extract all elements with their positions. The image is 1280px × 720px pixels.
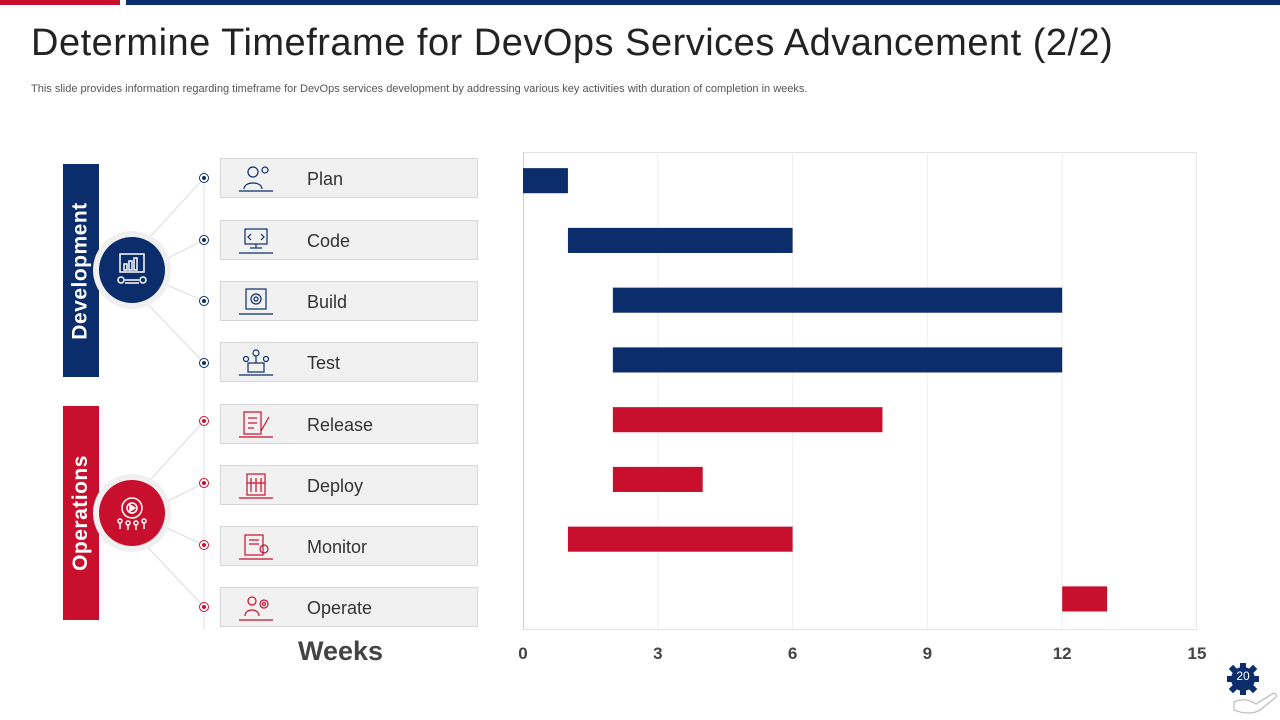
hand-icon — [1233, 692, 1278, 714]
bar-deploy — [612, 466, 703, 492]
page-number: 20 — [1236, 669, 1250, 683]
bar-plan — [523, 168, 568, 194]
connector-lines — [139, 170, 205, 630]
checklist-pen-icon — [239, 411, 273, 438]
slide-subtitle: This slide provides information regardin… — [31, 83, 808, 95]
bar-release — [612, 407, 883, 433]
stage-release: Release — [220, 404, 478, 444]
stage-label-build: Build — [307, 292, 348, 312]
development-hub — [99, 237, 165, 303]
stage-label-operate: Operate — [307, 598, 373, 618]
monitor-report-icon — [239, 534, 273, 560]
x-tick-label-0: 0 — [518, 644, 528, 663]
stage-label-release: Release — [307, 415, 374, 435]
bar-code — [567, 227, 793, 253]
x-tick-label-12: 12 — [1052, 644, 1072, 663]
operations-band: Operations — [63, 406, 99, 620]
development-band: Development — [63, 164, 99, 377]
bar-operate — [1062, 586, 1108, 612]
stage-code: Code — [220, 220, 478, 260]
gear-box-icon — [239, 288, 273, 315]
user-gear-icon — [239, 166, 273, 192]
stage-dot-plan — [199, 173, 209, 183]
stage-dot-release — [199, 416, 209, 426]
x-tick-label-9: 9 — [922, 644, 933, 663]
stage-dot-build — [199, 296, 209, 306]
top-accent-bar-blue — [126, 0, 1280, 5]
bar-monitor — [567, 526, 793, 552]
stage-dot-monitor — [199, 540, 209, 550]
monitor-code-icon — [239, 228, 273, 254]
stage-label-deploy: Deploy — [307, 476, 364, 496]
stage-plan: Plan — [220, 158, 478, 198]
x-tick-label-3: 3 — [653, 644, 663, 663]
stage-label-plan: Plan — [307, 169, 344, 189]
stage-test: Test — [220, 342, 478, 382]
stage-operate: Operate — [220, 587, 478, 627]
operations-label: Operations — [69, 455, 93, 571]
network-test-icon — [239, 349, 273, 376]
stage-dot-test — [199, 358, 209, 368]
stage-dot-operate — [199, 602, 209, 612]
operator-gear-icon — [239, 596, 273, 621]
stage-build: Build — [220, 281, 478, 321]
stage-deploy: Deploy — [220, 465, 478, 505]
building-deploy-icon — [239, 473, 273, 499]
stage-label-monitor: Monitor — [307, 537, 368, 557]
development-label: Development — [69, 201, 92, 340]
x-tick-label-6: 6 — [787, 644, 798, 663]
gear-icon — [1227, 663, 1259, 695]
top-accent-bar-red — [0, 0, 120, 5]
gantt-chart — [523, 152, 1197, 630]
slide-title: Determine Timeframe for DevOps Services … — [31, 22, 1114, 64]
stage-dot-deploy — [199, 478, 209, 488]
stage-label-test: Test — [307, 353, 341, 373]
people-target-icon — [117, 497, 147, 530]
stage-monitor: Monitor — [220, 526, 478, 566]
stage-label-code: Code — [307, 231, 351, 251]
bar-chart-gears-icon — [117, 253, 147, 284]
operations-hub — [99, 480, 165, 546]
x-tick-label-15: 15 — [1187, 644, 1207, 663]
bar-build — [612, 287, 1063, 313]
stage-dot-code — [199, 235, 209, 245]
x-axis-title: Weeks — [298, 636, 384, 666]
chart-frame — [523, 152, 1197, 630]
bar-test — [612, 347, 1063, 373]
